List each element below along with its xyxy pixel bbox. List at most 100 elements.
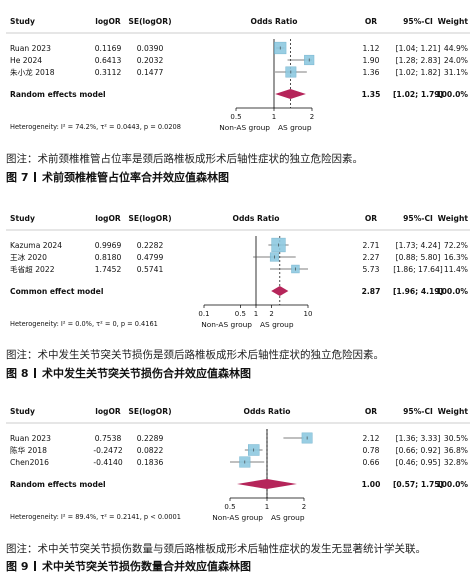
direction-label-right: AS group (271, 513, 305, 522)
header-logor: logOR (95, 17, 121, 26)
pooled-or: 1.00 (362, 480, 381, 489)
study-or-1: 1.12 (363, 44, 380, 53)
study-or-1: 2.71 (363, 241, 380, 250)
study-weight-3: 11.4% (444, 265, 468, 274)
forest-plot-1: Study logOR SE(logOR) Odds Ratio OR 95%-CI Wei… (6, 17, 470, 132)
pooled-weight: 100.0% (436, 287, 468, 296)
caption-divider (34, 561, 36, 571)
study-ci-3: [1.02; 1.82] (396, 68, 441, 77)
study-or-2: 2.27 (363, 253, 380, 262)
study-logor-3: 0.3112 (95, 68, 122, 77)
study-weight-2: 36.8% (444, 446, 468, 455)
study-se-1: 0.2282 (137, 241, 164, 250)
study-se-3: 0.1477 (137, 68, 164, 77)
study-weight-1: 44.9% (444, 44, 468, 53)
figure-caption-2: 图 8 术中发生关节突关节损伤合并效应值森林图 (6, 365, 251, 381)
figure-title-1: 术前颈椎椎管占位率合并效应值森林图 (41, 171, 229, 184)
study-name-3: 朱小龙 2018 (10, 67, 55, 77)
study-se-1: 0.0390 (137, 44, 164, 53)
figure-title-2: 术中发生关节突关节损伤合并效应值森林图 (41, 367, 251, 380)
direction-label-left: Non-AS group (212, 513, 263, 522)
header-weight: Weight (438, 214, 469, 223)
study-or-3: 0.66 (363, 458, 380, 467)
study-logor-3: -0.4140 (93, 458, 122, 467)
x-tick-label-1: 0.5 (224, 503, 235, 511)
study-weight-2: 16.3% (444, 253, 468, 262)
study-ci-2: [0.66; 0.92] (396, 446, 441, 455)
header-odds-ratio: Odds Ratio (251, 17, 298, 26)
forest-panel-3: Study logOR SE(logOR) Odds Ratio OR 95%-CI Wei… (0, 390, 474, 579)
study-ci-2: [0.88; 5.80] (396, 253, 441, 262)
study-name-1: Ruan 2023 (10, 434, 51, 443)
pooled-weight: 100.0% (436, 480, 468, 489)
forest-plot-3: Study logOR SE(logOR) Odds Ratio OR 95%-CI Wei… (6, 407, 470, 522)
figure-number-2: 图 8 (6, 367, 29, 380)
pooled-ci: [0.57; 1.75] (393, 480, 443, 489)
header-weight: Weight (438, 17, 469, 26)
pooled-label: Common effect model (10, 287, 103, 296)
header-se: SE(logOR) (128, 407, 171, 416)
header-study: Study (10, 17, 35, 26)
caption-divider (34, 172, 36, 182)
study-logor-1: 0.1169 (95, 44, 122, 53)
pooled-or: 1.35 (362, 90, 381, 99)
header-ci: 95%-CI (403, 17, 433, 26)
study-logor-2: 0.6413 (95, 56, 122, 65)
header-se: SE(logOR) (128, 214, 171, 223)
header-weight: Weight (438, 407, 469, 416)
caption-divider (34, 368, 36, 378)
direction-label-left: Non-AS group (219, 123, 270, 132)
study-ci-3: [1.86; 17.64] (393, 265, 443, 274)
pooled-ci: [1.96; 4.19] (393, 287, 443, 296)
x-tick-label-1: 0.1 (198, 310, 209, 318)
pooled-diamond (236, 479, 297, 489)
study-or-3: 1.36 (363, 68, 380, 77)
study-se-3: 0.1836 (137, 458, 164, 467)
header-or: OR (365, 17, 377, 26)
figure-number-1: 图 7 (6, 171, 29, 184)
header-or: OR (365, 407, 377, 416)
x-tick-label-3: 2 (302, 503, 306, 511)
study-ci-2: [1.28; 2.83] (396, 56, 441, 65)
study-name-2: 陈华 2018 (10, 445, 47, 455)
study-se-2: 0.2032 (137, 56, 164, 65)
study-logor-2: -0.2472 (93, 446, 122, 455)
forest-panel-2: Study logOR SE(logOR) Odds Ratio OR 95%-CI Wei… (0, 197, 474, 387)
heterogeneity-text: Heterogeneity: I² = 0.0%, τ² = 0, p = 0.… (10, 320, 158, 328)
heterogeneity-text: Heterogeneity: I² = 74.2%, τ² = 0.0443, … (10, 123, 181, 131)
study-ci-1: [1.36; 3.33] (396, 434, 441, 443)
header-se: SE(logOR) (128, 17, 171, 26)
study-name-1: Kazuma 2024 (10, 241, 62, 250)
study-weight-3: 31.1% (444, 68, 468, 77)
x-tick-label-3: 2 (310, 113, 314, 121)
pooled-ci: [1.02; 1.79] (393, 90, 443, 99)
study-name-2: He 2024 (10, 56, 42, 65)
pooled-diamond (271, 286, 289, 296)
x-tick-label-4: 2 (269, 310, 273, 318)
study-weight-1: 72.2% (444, 241, 468, 250)
figure-title-3: 术中关节突关节损伤数量合并效应值森林图 (41, 560, 251, 573)
x-tick-label-2: 0.5 (235, 310, 246, 318)
study-or-3: 5.73 (363, 265, 380, 274)
study-logor-3: 1.7452 (95, 265, 122, 274)
pooled-label: Random effects model (10, 480, 106, 489)
header-odds-ratio: Odds Ratio (233, 214, 280, 223)
study-se-2: 0.4799 (137, 253, 164, 262)
forest-panel-1: Study logOR SE(logOR) Odds Ratio OR 95%-CI Wei… (0, 0, 474, 200)
figure-note-1: 图注：术前颈椎椎管占位率是颈后路椎板成形术后轴性症状的独立危险因素。 (6, 153, 363, 165)
study-ci-3: [0.46; 0.95] (396, 458, 441, 467)
figure-note-2: 图注：术中发生关节突关节损伤是颈后路椎板成形术后轴性症状的独立危险因素。 (6, 349, 384, 361)
study-se-3: 0.5741 (137, 265, 164, 274)
figure-note-3: 图注：术中关节突关节损伤数量与颈后路椎板成形术后轴性症状的发生无显著统计学关联。 (6, 543, 426, 555)
direction-label-right: AS group (260, 320, 294, 329)
study-name-3: 毛省超 2022 (10, 264, 55, 274)
header-logor: logOR (95, 407, 121, 416)
pooled-or: 2.87 (362, 287, 381, 296)
study-weight-3: 32.8% (444, 458, 468, 467)
header-odds-ratio: Odds Ratio (244, 407, 291, 416)
study-or-2: 1.90 (363, 56, 380, 65)
study-or-2: 0.78 (363, 446, 380, 455)
x-tick-label-2: 1 (272, 113, 276, 121)
forest-plot-2: Study logOR SE(logOR) Odds Ratio OR 95%-CI Wei… (6, 214, 470, 329)
study-or-1: 2.12 (363, 434, 380, 443)
